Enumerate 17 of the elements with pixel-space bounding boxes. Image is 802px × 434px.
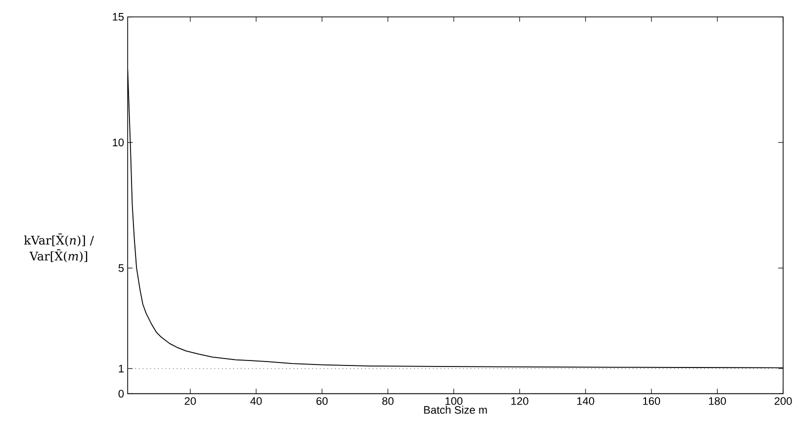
y-tick-label: 0	[118, 390, 124, 398]
x-tick-label: 180	[709, 397, 726, 405]
x-tick-label: 20	[184, 397, 196, 405]
x-tick-label: 100	[445, 397, 462, 405]
x-tick-label: 200	[774, 397, 792, 405]
x-tick-label: 160	[643, 397, 660, 405]
y-tick-label: 15	[112, 12, 124, 20]
x-tick-label: 140	[577, 397, 594, 405]
y-tick-label: 5	[118, 264, 124, 272]
y-axis-title: kVar[X̄(n)] / Var[X̄(m)]	[24, 233, 94, 262]
x-tick-label: 40	[250, 397, 262, 405]
x-tick-label: 120	[511, 397, 528, 405]
x-axis-title: Batch Size m	[424, 406, 487, 414]
y-tick-label: 10	[112, 138, 124, 146]
x-tick-label: 60	[316, 397, 328, 405]
y-tick-label: 1	[118, 364, 124, 372]
x-tick-label: 80	[382, 397, 394, 405]
